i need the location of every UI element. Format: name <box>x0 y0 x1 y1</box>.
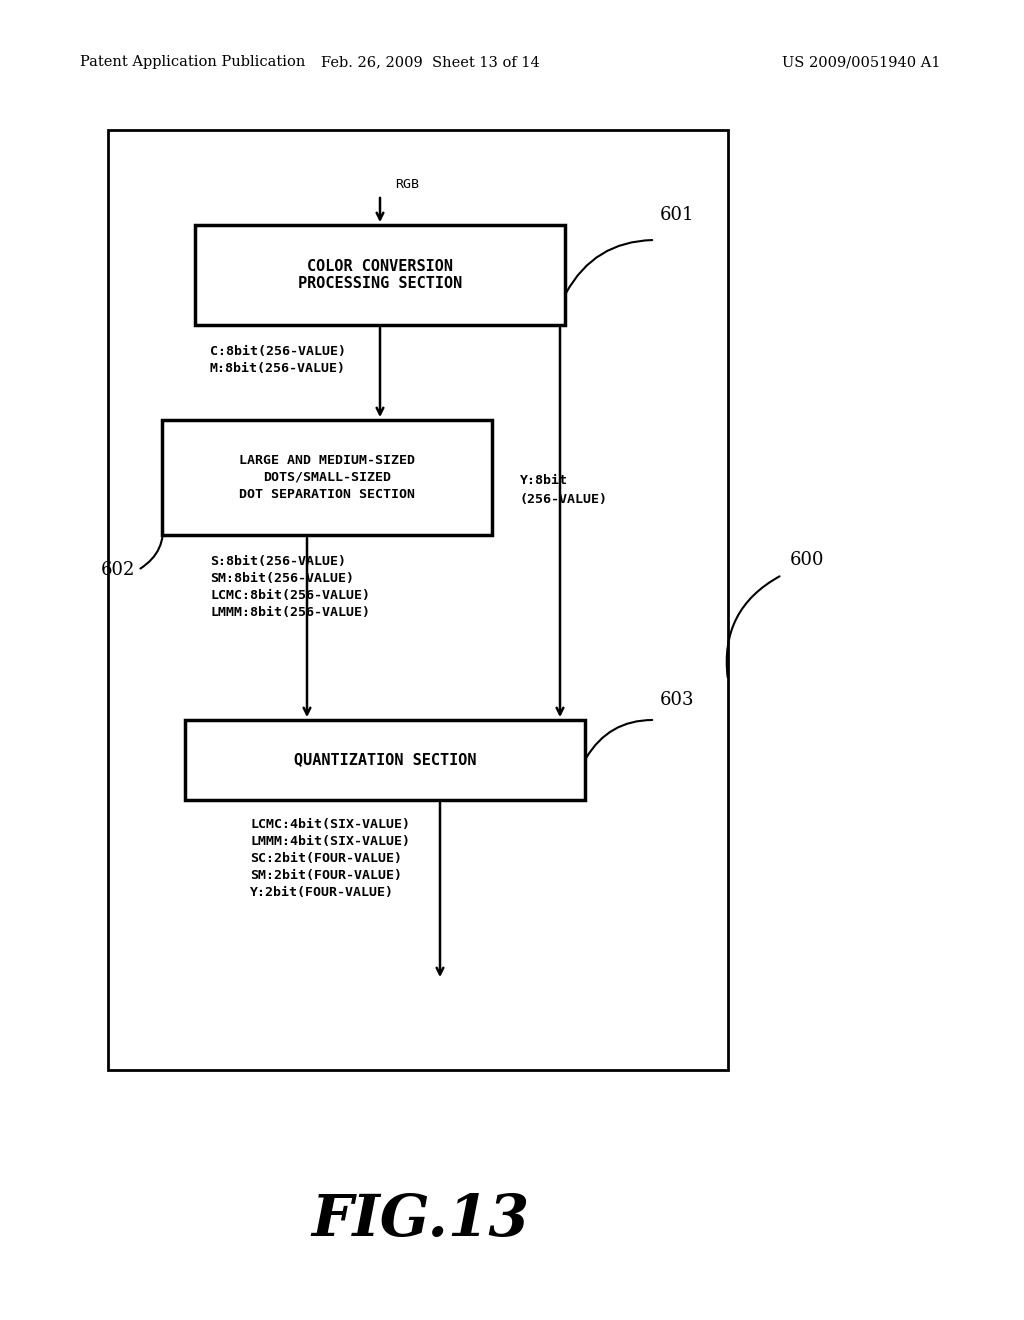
Text: 601: 601 <box>660 206 694 224</box>
Text: 603: 603 <box>660 690 694 709</box>
Text: US 2009/0051940 A1: US 2009/0051940 A1 <box>781 55 940 69</box>
Text: S:8bit(256-VALUE)
SM:8bit(256-VALUE)
LCMC:8bit(256-VALUE)
LMMM:8bit(256-VALUE): S:8bit(256-VALUE) SM:8bit(256-VALUE) LCM… <box>210 554 370 619</box>
Bar <box>185 719 585 800</box>
Text: 602: 602 <box>100 561 135 579</box>
Text: LCMC:4bit(SIX-VALUE)
LMMM:4bit(SIX-VALUE)
SC:2bit(FOUR-VALUE)
SM:2bit(FOUR-VALUE: LCMC:4bit(SIX-VALUE) LMMM:4bit(SIX-VALUE… <box>250 818 410 899</box>
Bar <box>195 224 565 325</box>
Text: 600: 600 <box>790 550 824 569</box>
Bar <box>108 129 728 1071</box>
Text: QUANTIZATION SECTION: QUANTIZATION SECTION <box>294 752 476 767</box>
Text: Feb. 26, 2009  Sheet 13 of 14: Feb. 26, 2009 Sheet 13 of 14 <box>321 55 540 69</box>
Text: Y:8bit
(256-VALUE): Y:8bit (256-VALUE) <box>520 474 608 506</box>
Bar <box>162 420 492 535</box>
Text: LARGE AND MEDIUM-SIZED
DOTS/SMALL-SIZED
DOT SEPARATION SECTION: LARGE AND MEDIUM-SIZED DOTS/SMALL-SIZED … <box>239 454 415 502</box>
Text: RGB: RGB <box>395 178 419 191</box>
Text: Patent Application Publication: Patent Application Publication <box>80 55 305 69</box>
Text: C:8bit(256-VALUE)
M:8bit(256-VALUE): C:8bit(256-VALUE) M:8bit(256-VALUE) <box>210 345 346 375</box>
Text: COLOR CONVERSION
PROCESSING SECTION: COLOR CONVERSION PROCESSING SECTION <box>298 259 462 292</box>
Text: FIG.13: FIG.13 <box>311 1192 529 1249</box>
